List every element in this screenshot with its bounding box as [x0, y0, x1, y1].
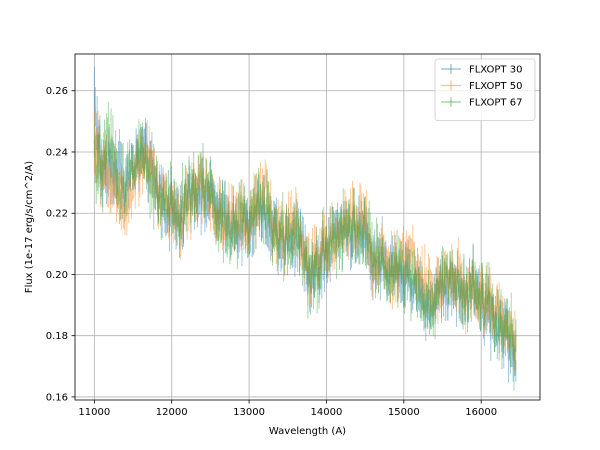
x-tick-label: 16000: [465, 407, 497, 418]
y-tick-label: 0.24: [46, 147, 68, 158]
x-tick-label: 13000: [233, 407, 265, 418]
series-line: [93, 139, 517, 358]
grid: [75, 54, 540, 400]
y-tick-label: 0.18: [46, 331, 68, 342]
ticks: 11000 12000 13000 14000 15000 16000 0.16 0.18 0.…: [46, 86, 497, 418]
x-tick-label: 15000: [388, 407, 420, 418]
y-tick-label: 0.22: [46, 209, 68, 220]
legend-box: [434, 58, 536, 121]
y-tick-label: 0.20: [46, 270, 68, 281]
x-tick-label: 14000: [311, 407, 343, 418]
series-layer: [93, 66, 517, 391]
series-flxopt-30: [93, 66, 517, 383]
legend-label: FLXOPT 30: [469, 65, 522, 76]
legend-label: FLXOPT 67: [469, 98, 522, 109]
x-tick-label: 11000: [78, 407, 110, 418]
plot-frame: [74, 53, 541, 401]
series-line: [93, 129, 517, 368]
y-axis-label: Flux (1e-17 erg/s/cm^2/A): [24, 161, 35, 293]
legend-item: FLXOPT 50: [441, 80, 522, 92]
legend-item: FLXOPT 30: [441, 64, 522, 76]
legend-item: FLXOPT 67: [441, 97, 522, 109]
legend-label: FLXOPT 50: [469, 81, 522, 92]
y-tick-label: 0.16: [46, 392, 68, 403]
series-flxopt-50: [93, 110, 517, 371]
series-line: [93, 94, 517, 371]
y-tick-label: 0.26: [46, 86, 68, 97]
x-axis-label: Wavelength (A): [269, 426, 346, 437]
x-tick-label: 12000: [156, 407, 188, 418]
series-flxopt-67: [93, 102, 517, 391]
legend: FLXOPT 30 FLXOPT 50 FLXOPT 67: [434, 58, 536, 121]
